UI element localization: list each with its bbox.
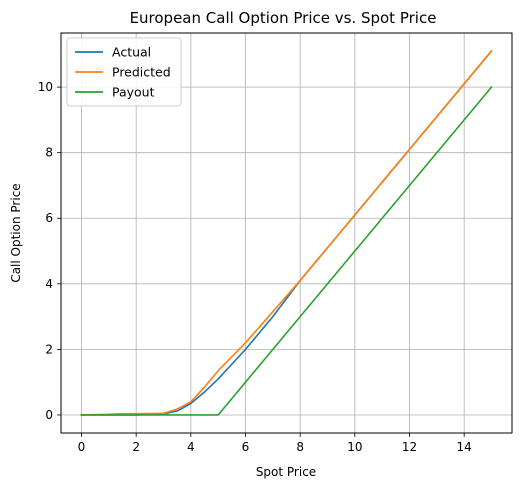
y-tick-label: 6	[45, 211, 53, 225]
legend: Actual Predicted Payout	[66, 37, 182, 107]
x-tick-label: 8	[296, 440, 304, 454]
y-tick-label: 10	[38, 80, 53, 94]
x-tick-label: 2	[132, 440, 140, 454]
legend-box	[66, 37, 182, 107]
x-tick-label: 10	[347, 440, 362, 454]
y-axis: 0 2 4 6 8 10	[38, 80, 61, 422]
x-axis: 0 2 4 6 8 10 12 14	[78, 433, 472, 454]
y-tick-label: 4	[45, 277, 53, 291]
plot-frame	[60, 32, 513, 434]
y-tick-label: 2	[45, 342, 53, 356]
y-axis-label: Call Option Price	[9, 183, 23, 282]
x-tick-label: 6	[242, 440, 250, 454]
chart-title: European Call Option Price vs. Spot Pric…	[130, 9, 437, 27]
y-tick-label: 0	[45, 408, 53, 422]
x-tick-label: 14	[457, 440, 472, 454]
x-tick-label: 4	[187, 440, 195, 454]
legend-label-predicted: Predicted	[112, 65, 171, 80]
x-tick-label: 0	[78, 440, 86, 454]
legend-label-actual: Actual	[112, 45, 151, 60]
x-axis-label: Spot Price	[256, 465, 316, 479]
series-line-payout	[80, 85, 493, 416]
series-line-predicted	[80, 49, 493, 416]
legend-label-payout: Payout	[112, 85, 155, 100]
y-tick-label: 8	[45, 146, 53, 160]
x-tick-label: 12	[402, 440, 417, 454]
series-lines	[80, 49, 493, 416]
